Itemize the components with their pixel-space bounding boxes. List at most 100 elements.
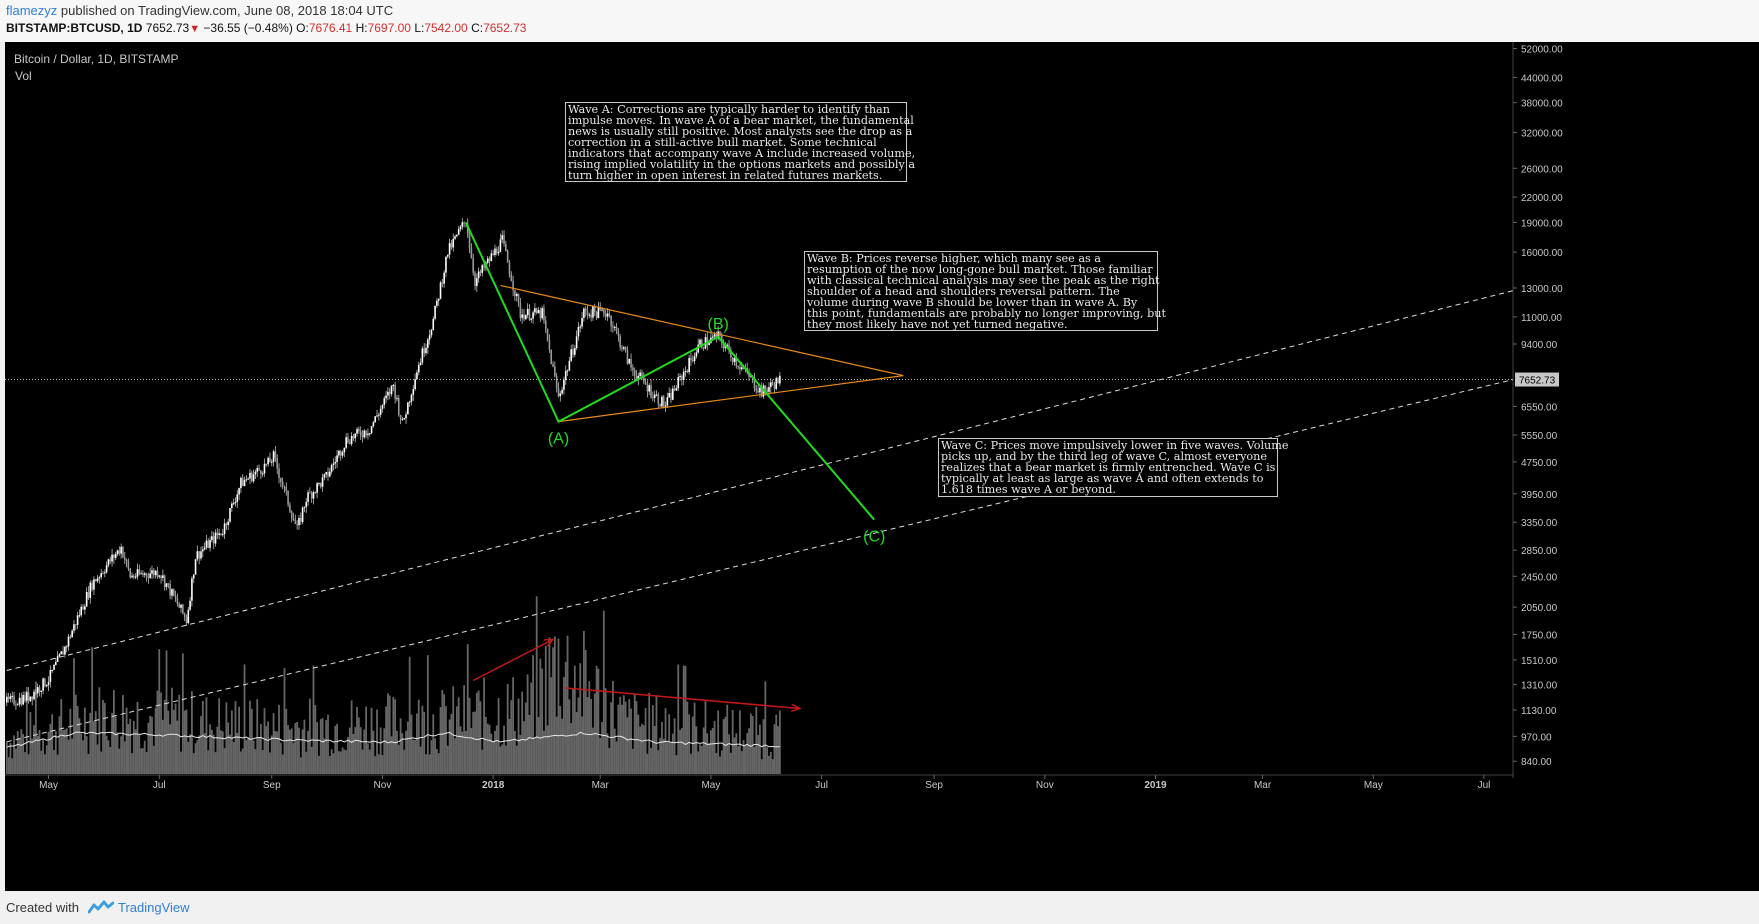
candle-body [584, 308, 587, 312]
volume-bar [548, 637, 551, 774]
candle-body [626, 349, 629, 364]
volume-bar [461, 731, 464, 774]
candle-body [659, 404, 661, 407]
volume-bar [434, 738, 436, 774]
price-tick-label: 5550.00 [1521, 431, 1558, 442]
candle-body [93, 579, 95, 590]
candle-body [681, 376, 683, 381]
volume-bar [715, 752, 718, 774]
volume-bar [601, 722, 603, 774]
candle-body [423, 348, 425, 354]
candle-body [198, 551, 200, 559]
candle-body [670, 393, 672, 400]
chart-canvas[interactable]: 52000.00 44000.00 38000.00 32000.00 26000.00… [5, 42, 1759, 891]
volume-bar [287, 725, 289, 774]
candle-body [280, 478, 282, 482]
volume-bar [684, 665, 687, 774]
candle-body [623, 347, 625, 349]
candle-body [147, 576, 150, 578]
candle-body [490, 253, 493, 261]
tradingview-brand[interactable]: TradingView [118, 900, 190, 915]
volume-bar [96, 744, 99, 774]
volume-bar [343, 749, 346, 774]
volume-bar [167, 710, 170, 774]
volume-bar [570, 723, 573, 774]
candle-body [289, 504, 291, 512]
volume-bar [648, 692, 651, 774]
candle-body [365, 430, 367, 436]
candle-body [593, 306, 596, 313]
candle-body [196, 551, 199, 560]
chart-pane[interactable]: 52000.00 44000.00 38000.00 32000.00 26000.00… [5, 42, 1759, 891]
volume-bar [759, 724, 761, 774]
candle-body [603, 309, 605, 314]
candle-body [637, 375, 640, 380]
price-tick-label: 1750.00 [1521, 630, 1558, 641]
volume-bar [296, 721, 299, 774]
wave-c-note[interactable]: Wave C: Prices move impulsively lower in… [938, 438, 1288, 497]
candle-body [441, 282, 444, 284]
volume-bar [381, 754, 384, 774]
candle-body [719, 331, 721, 336]
candle-body [232, 503, 235, 505]
volume-bar [766, 747, 769, 774]
volume-bar [399, 718, 402, 774]
volume-bar [735, 733, 738, 774]
candle-body [512, 281, 514, 291]
volume-bar [285, 708, 288, 774]
volume-bar [535, 596, 538, 774]
volume-bar [506, 684, 509, 774]
candle-body [768, 387, 770, 392]
volume-bar [702, 727, 705, 774]
volume-bar [290, 728, 293, 774]
volume-bar [628, 699, 631, 774]
volume-bar [619, 696, 622, 774]
volume-bar [543, 730, 545, 774]
candle-body [481, 265, 484, 273]
volume-bar [258, 737, 260, 774]
volume-bar [626, 717, 629, 774]
candle-body [299, 517, 302, 522]
volume-bar [147, 722, 150, 774]
price-tick-label: 16000.00 [1521, 248, 1563, 259]
wave-a-note[interactable]: Wave A: Corrections are typically harder… [565, 102, 915, 182]
created-with-label: Created with [6, 900, 79, 915]
volume-bar [483, 677, 485, 774]
time-tick-label: 2019 [1144, 780, 1167, 791]
volume-bar [778, 710, 781, 774]
candle-body [49, 669, 52, 682]
price-tick-label: 44000.00 [1521, 73, 1563, 84]
volume-bar [512, 677, 515, 774]
candle-body [407, 402, 409, 415]
author-link[interactable]: flamezyz [6, 3, 58, 18]
volume-bar [44, 754, 46, 774]
candle-body [276, 457, 279, 469]
candle-body [133, 575, 135, 578]
wave-b-note[interactable]: Wave B: Prices reverse higher, which man… [804, 251, 1166, 331]
tradingview-logo-icon[interactable] [87, 899, 115, 920]
volume-bar [372, 730, 375, 774]
volume-bar [666, 741, 669, 774]
volume-bar [465, 730, 467, 774]
volume-bar [517, 698, 520, 774]
candle-body [574, 348, 576, 355]
volume-bar [352, 733, 355, 774]
candle-body [546, 328, 549, 341]
candle-body [468, 234, 471, 249]
candle-body [102, 573, 104, 575]
candle-body [96, 578, 99, 582]
candle-body [111, 554, 113, 562]
volume-bar [105, 735, 108, 774]
volume-bar [519, 734, 522, 774]
candle-body [566, 370, 569, 372]
candle-body [613, 326, 616, 328]
volume-bar [523, 721, 525, 774]
candle-body [434, 305, 436, 319]
volume-bar [557, 638, 560, 774]
volume-bar [63, 729, 66, 774]
volume-bar [49, 723, 52, 774]
candle-body [256, 468, 259, 472]
candle-body [269, 457, 271, 463]
candle-body [254, 471, 257, 475]
candle-body [250, 472, 253, 482]
